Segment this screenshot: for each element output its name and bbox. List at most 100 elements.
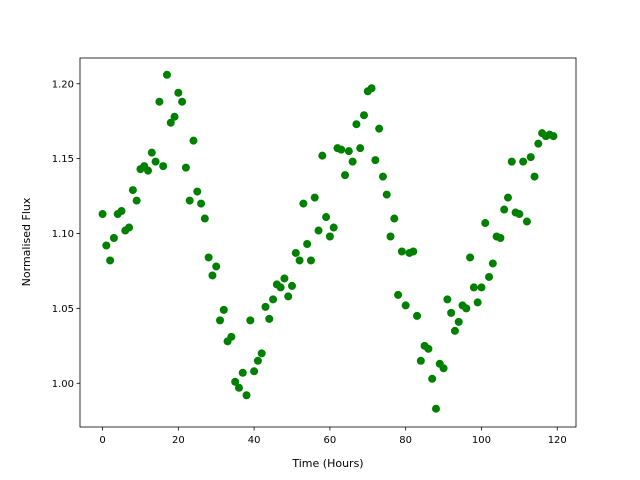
- point: [473, 298, 482, 307]
- point: [397, 247, 406, 256]
- point: [439, 364, 448, 373]
- point: [359, 111, 368, 120]
- point: [238, 368, 247, 377]
- point: [386, 232, 395, 241]
- point: [337, 145, 346, 154]
- point: [503, 193, 512, 202]
- point: [515, 210, 524, 219]
- point: [242, 391, 251, 400]
- point: [128, 186, 137, 195]
- point: [431, 404, 440, 413]
- point: [208, 271, 217, 280]
- point: [155, 97, 164, 106]
- point: [265, 314, 274, 323]
- x-tick-label: 120: [548, 435, 567, 446]
- point: [181, 163, 190, 172]
- point: [147, 148, 156, 157]
- y-tick-label: 1.15: [52, 154, 74, 165]
- point: [428, 374, 437, 383]
- point: [530, 172, 539, 181]
- point: [549, 132, 558, 141]
- point: [390, 214, 399, 223]
- x-tick-label: 40: [248, 435, 261, 446]
- point: [469, 283, 478, 292]
- point: [295, 256, 304, 265]
- point: [151, 157, 160, 166]
- point: [356, 144, 365, 153]
- point: [394, 290, 403, 299]
- point: [109, 234, 118, 243]
- point: [344, 147, 353, 156]
- x-tick-label: 100: [472, 435, 491, 446]
- point: [144, 166, 153, 175]
- point: [269, 295, 278, 304]
- point: [178, 97, 187, 106]
- x-tick-label: 20: [172, 435, 185, 446]
- point: [325, 232, 334, 241]
- point: [185, 196, 194, 205]
- point: [485, 272, 494, 281]
- plot-frame: [79, 57, 577, 428]
- point: [174, 88, 183, 97]
- point: [306, 256, 315, 265]
- point: [257, 349, 266, 358]
- point: [378, 172, 387, 181]
- y-axis-label: Normalised Flux: [20, 197, 33, 286]
- point: [477, 283, 486, 292]
- point: [102, 241, 111, 250]
- point: [409, 247, 418, 256]
- point: [367, 84, 376, 93]
- point: [450, 326, 459, 335]
- point: [227, 332, 236, 341]
- point: [280, 274, 289, 283]
- point: [193, 187, 202, 196]
- point: [310, 193, 319, 202]
- point: [454, 317, 463, 326]
- point: [212, 262, 221, 271]
- point: [416, 356, 425, 365]
- point: [106, 256, 115, 265]
- point: [375, 124, 384, 133]
- y-tick-label: 1.05: [52, 304, 74, 315]
- point: [352, 120, 361, 129]
- point: [189, 136, 198, 145]
- point: [462, 304, 471, 313]
- point: [276, 283, 285, 292]
- y-tick-label: 1.10: [52, 229, 74, 240]
- point: [519, 157, 528, 166]
- point: [424, 344, 433, 353]
- point: [250, 367, 259, 376]
- point: [284, 292, 293, 301]
- point: [234, 383, 243, 392]
- point: [341, 171, 350, 180]
- point: [303, 239, 312, 248]
- point: [246, 316, 255, 325]
- point: [253, 356, 262, 365]
- point: [526, 153, 535, 162]
- point: [204, 253, 213, 262]
- point: [507, 157, 516, 166]
- point: [219, 305, 228, 314]
- point: [522, 217, 531, 226]
- point: [98, 210, 107, 219]
- x-tick-label: 60: [324, 435, 337, 446]
- point: [288, 281, 297, 290]
- point: [132, 196, 141, 205]
- y-tick-label: 1.00: [52, 379, 74, 390]
- point: [534, 139, 543, 148]
- point: [496, 234, 505, 243]
- x-tick-label: 80: [399, 435, 412, 446]
- point: [117, 207, 126, 216]
- y-tick-label: 1.20: [52, 79, 74, 90]
- point: [318, 151, 327, 160]
- point: [500, 205, 509, 214]
- point: [314, 226, 323, 235]
- point: [291, 248, 300, 257]
- point: [299, 199, 308, 208]
- point: [231, 377, 240, 386]
- point: [329, 223, 338, 232]
- x-axis-label: Time (Hours): [291, 457, 363, 470]
- point: [197, 199, 206, 208]
